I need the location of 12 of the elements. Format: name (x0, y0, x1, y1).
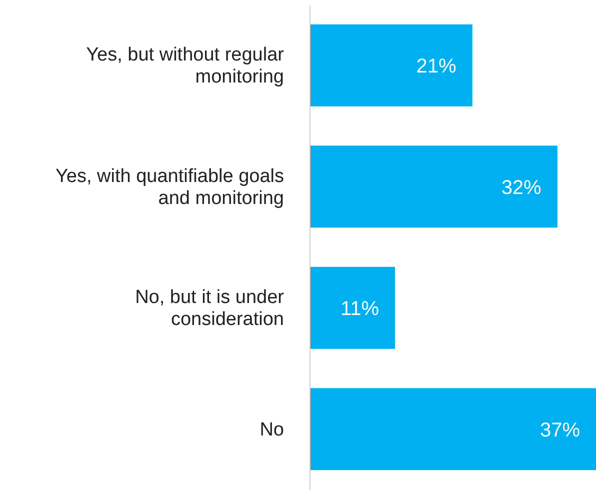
y-tick-label: No, but it is under consideration (135, 287, 285, 330)
y-tick-label: No (260, 419, 284, 440)
data-label: 32% (501, 176, 542, 199)
bar (310, 146, 558, 228)
bar (310, 266, 396, 349)
y-tick-label: Yes, with quantifiable goals and monitoring (55, 166, 284, 209)
data-label: 21% (416, 56, 457, 78)
data-label: 11% (340, 298, 380, 320)
data-label: 37% (540, 419, 580, 442)
y-tick-label: Yes, but without regular monitoring (86, 44, 285, 88)
bar (310, 24, 472, 106)
bar (310, 388, 596, 470)
